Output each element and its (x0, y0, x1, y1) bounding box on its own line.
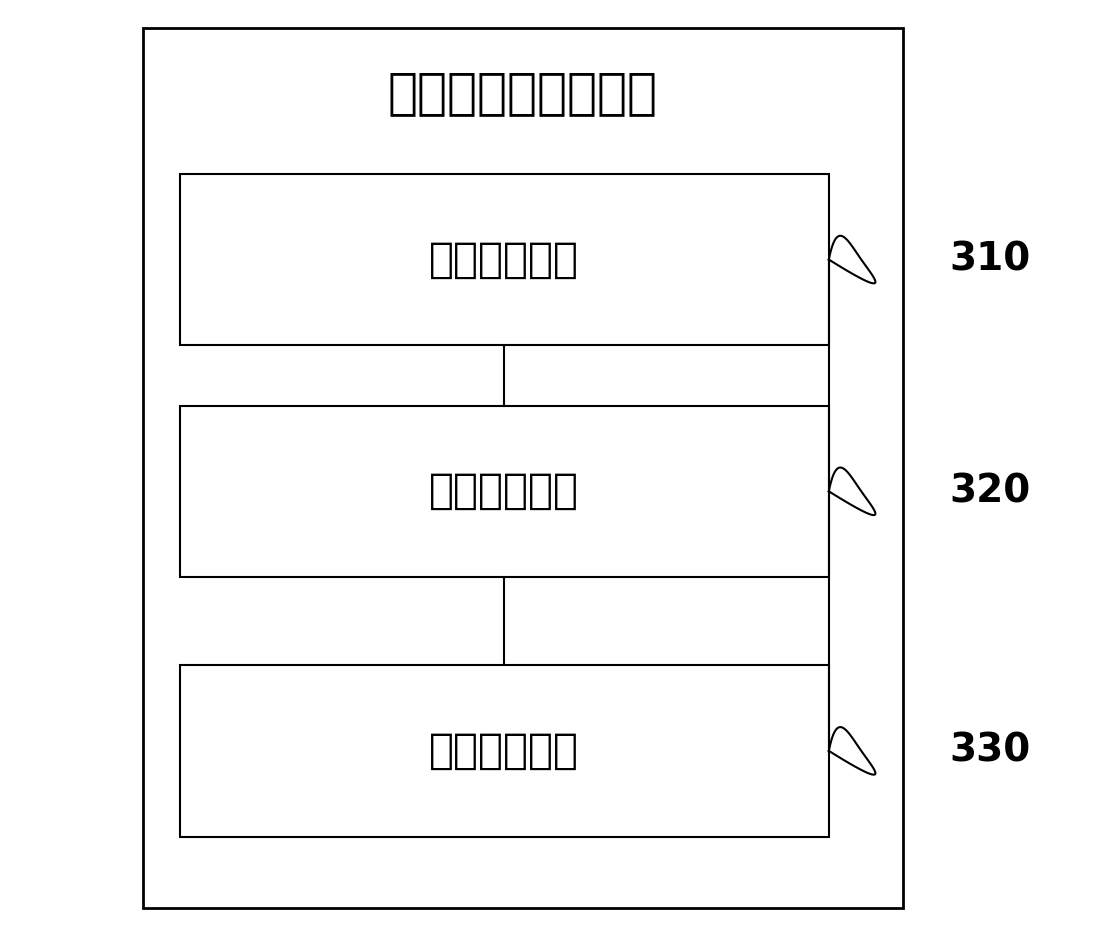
Text: 信息获取模块: 信息获取模块 (429, 238, 579, 281)
Text: 风速控制模块: 风速控制模块 (429, 730, 579, 772)
Text: 方案确定模块: 方案确定模块 (429, 470, 579, 513)
FancyBboxPatch shape (143, 28, 903, 908)
Text: 320: 320 (950, 473, 1030, 510)
Text: 330: 330 (950, 732, 1030, 769)
FancyBboxPatch shape (180, 406, 829, 577)
Text: 电池热管理控制装置: 电池热管理控制装置 (388, 69, 657, 117)
Text: 310: 310 (950, 241, 1030, 278)
FancyBboxPatch shape (180, 174, 829, 346)
FancyBboxPatch shape (180, 666, 829, 836)
